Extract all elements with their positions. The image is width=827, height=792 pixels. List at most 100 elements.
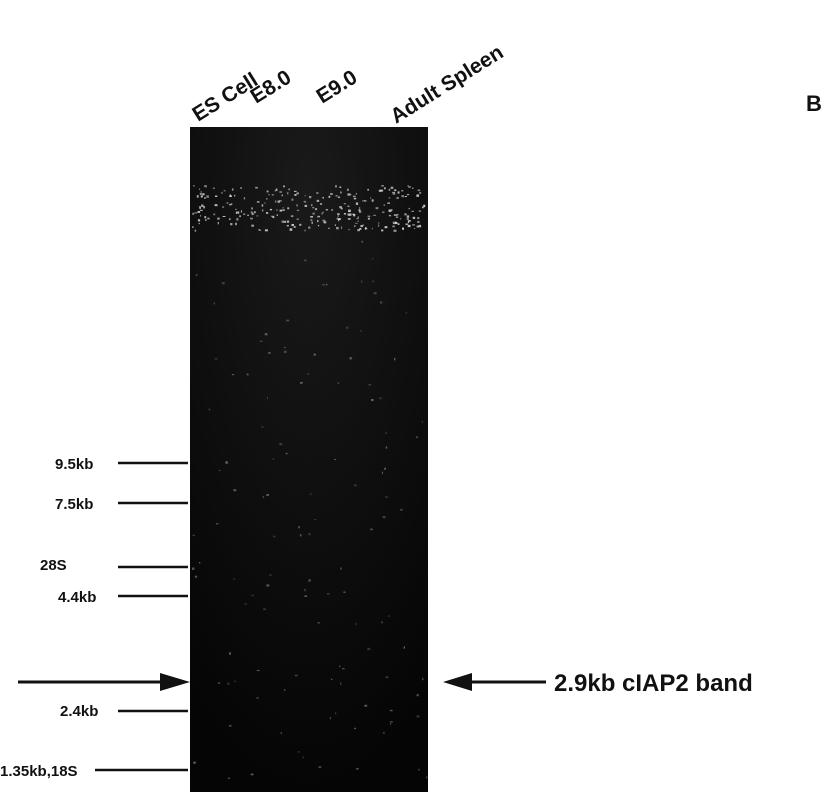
speck xyxy=(408,225,411,227)
speck xyxy=(237,211,239,213)
speck xyxy=(200,210,203,211)
speck xyxy=(299,224,301,226)
speck xyxy=(315,208,317,210)
speck xyxy=(273,536,276,538)
speck xyxy=(304,201,306,203)
speck xyxy=(357,229,360,231)
speck xyxy=(381,621,382,623)
speck xyxy=(416,194,419,196)
speck xyxy=(287,221,289,223)
speck xyxy=(364,705,367,707)
speck xyxy=(404,213,406,215)
speck xyxy=(365,227,366,229)
speck xyxy=(362,200,365,201)
speck xyxy=(298,526,299,528)
speck xyxy=(286,453,288,454)
speck xyxy=(224,190,226,191)
speck xyxy=(322,197,324,199)
speck xyxy=(304,595,307,597)
speck xyxy=(354,225,355,226)
speck xyxy=(331,209,333,211)
speck xyxy=(419,192,421,194)
speck xyxy=(328,196,330,198)
speck xyxy=(247,373,249,375)
speck xyxy=(223,216,226,217)
speck xyxy=(192,567,194,569)
speck xyxy=(393,194,395,195)
speck xyxy=(200,193,203,195)
speck xyxy=(401,190,403,191)
speck xyxy=(269,575,271,576)
speck xyxy=(372,199,374,201)
speck xyxy=(195,576,197,578)
speck xyxy=(202,193,204,195)
speck xyxy=(309,196,311,198)
speck xyxy=(387,615,390,616)
marker-label: 28S xyxy=(40,557,67,574)
speck xyxy=(422,678,423,680)
speck xyxy=(316,192,318,194)
speck xyxy=(418,190,421,192)
speck xyxy=(263,609,266,610)
speck xyxy=(390,723,391,724)
speck xyxy=(278,200,280,202)
speck xyxy=(317,220,318,222)
speck xyxy=(322,284,325,285)
speck xyxy=(276,209,277,211)
speck xyxy=(340,683,341,685)
speck xyxy=(314,354,316,356)
speck xyxy=(396,217,398,218)
speck xyxy=(270,209,272,210)
speck xyxy=(266,198,267,200)
speck xyxy=(337,217,338,219)
speck xyxy=(204,197,206,199)
speck xyxy=(407,215,409,217)
speck xyxy=(363,225,364,226)
marker-label: 9.5kb xyxy=(55,456,93,473)
speck xyxy=(414,228,415,229)
speck xyxy=(205,219,207,221)
speck xyxy=(339,187,341,188)
speck xyxy=(319,766,322,768)
speck xyxy=(260,341,262,342)
speck xyxy=(412,211,414,212)
speck xyxy=(250,218,253,220)
speck xyxy=(310,494,313,495)
speck xyxy=(385,226,388,228)
speck xyxy=(380,301,382,303)
speck xyxy=(266,584,269,586)
arrow-head xyxy=(443,673,472,691)
lane-label: E9.0 xyxy=(312,66,361,108)
speck xyxy=(268,194,269,195)
speck xyxy=(215,358,218,360)
speck xyxy=(408,220,411,222)
speck xyxy=(284,351,287,353)
speck xyxy=(348,218,351,220)
speck xyxy=(398,223,400,225)
speck xyxy=(307,373,309,374)
speck xyxy=(291,224,294,226)
speck xyxy=(234,195,235,197)
speck xyxy=(385,496,388,497)
speck xyxy=(197,211,200,213)
speck xyxy=(312,213,314,215)
speck xyxy=(386,432,387,433)
speck xyxy=(356,193,357,195)
speck xyxy=(279,191,282,192)
speck xyxy=(348,213,350,215)
marker-label: 1.35kb,18S xyxy=(0,763,78,780)
speck xyxy=(387,202,390,204)
speck xyxy=(284,689,285,691)
speck xyxy=(199,189,200,190)
speck xyxy=(199,562,200,563)
speck xyxy=(402,228,404,230)
speck xyxy=(418,769,419,771)
speck xyxy=(218,682,220,684)
speck xyxy=(350,194,351,195)
speck xyxy=(338,382,340,383)
speck xyxy=(279,443,282,445)
speck xyxy=(222,282,225,284)
speck xyxy=(295,675,298,677)
speck xyxy=(236,212,237,214)
speck xyxy=(370,197,371,198)
